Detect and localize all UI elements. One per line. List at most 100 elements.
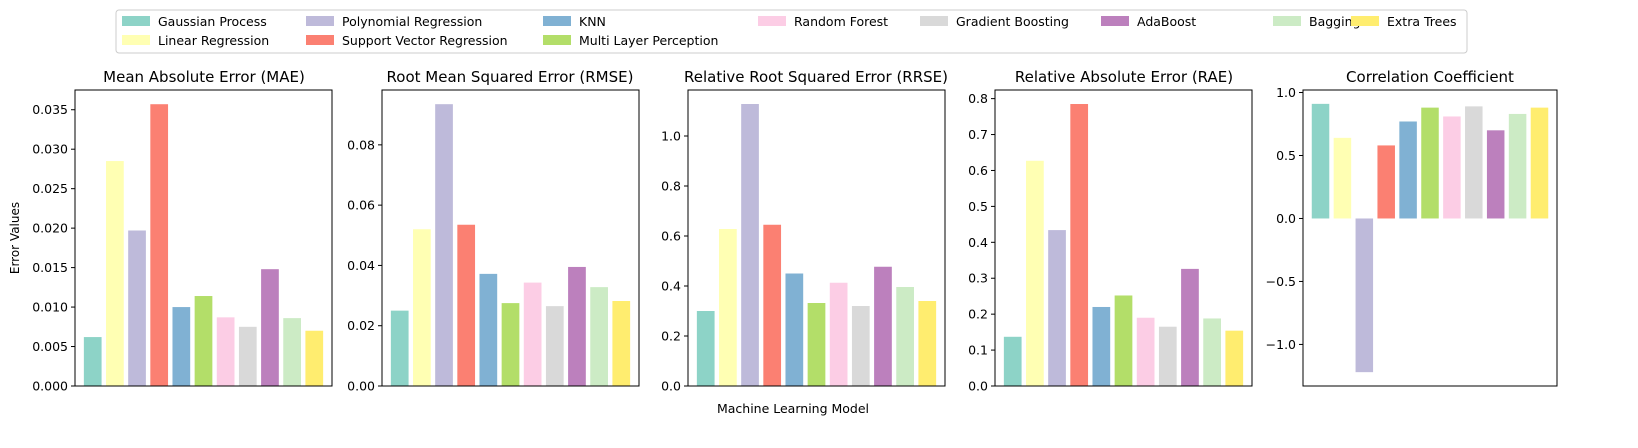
bar (874, 266, 892, 386)
bar (851, 306, 870, 386)
bar (1225, 330, 1244, 386)
legend-swatch (543, 35, 571, 45)
legend-swatch (122, 16, 150, 26)
legend-swatch (122, 35, 150, 45)
chart-panel: 0.0 0.1 0.2 0.3 0.4 0.5 0.6 0.7 0.8 Relative Abso… (968, 68, 1253, 394)
bar (1181, 268, 1199, 386)
bar (1114, 295, 1133, 386)
bar (612, 301, 631, 386)
bar (1048, 230, 1066, 386)
y-tick-label: 0.6 (968, 163, 988, 178)
y-tick-label: 0.04 (347, 258, 375, 273)
bar (896, 287, 914, 386)
legend-label: Gradient Boosting (956, 14, 1069, 29)
bar (435, 104, 453, 387)
legend-item: KNN (543, 14, 606, 29)
legend-item: AdaBoost (1101, 14, 1196, 29)
legend-label: AdaBoost (1137, 14, 1196, 29)
y-tick-label: 0.02 (347, 318, 375, 333)
legend-item: Gaussian Process (122, 14, 267, 29)
y-tick-label: 0.4 (968, 235, 988, 250)
legend-frame (115, 9, 1468, 54)
bar (719, 229, 737, 386)
bar (413, 229, 431, 386)
chart-panel: 0.000 0.005 0.010 0.015 0.020 0.025 0.030 0.035… (32, 68, 333, 394)
y-tick-label: 0.6 (661, 229, 681, 244)
bar (568, 266, 586, 386)
bar (1377, 145, 1395, 219)
y-tick-label: 0.8 (968, 91, 988, 106)
chart-panel: −1.0 −0.5 0.0 0.5 1.0 Correlation Coefficient (1266, 68, 1558, 387)
legend-label: Support Vector Regression (342, 33, 508, 48)
legend-item: Gradient Boosting (920, 14, 1069, 29)
panel-title: Relative Root Squared Error (RRSE) (684, 68, 948, 86)
bar (172, 307, 191, 386)
legend-item: Bagging (1273, 14, 1360, 29)
bar (545, 306, 564, 386)
bar (501, 303, 520, 386)
bar (1203, 318, 1221, 386)
bar (918, 301, 937, 386)
y-tick-label: 0.08 (347, 137, 375, 152)
legend-item: Extra Trees (1351, 14, 1457, 29)
legend-swatch (543, 16, 571, 26)
legend-label: Linear Regression (158, 33, 269, 48)
legend-swatch (1273, 16, 1301, 26)
bar (457, 224, 476, 386)
bar (1003, 336, 1022, 386)
y-tick-label: 0.0 (1276, 211, 1296, 226)
legend-label: KNN (579, 14, 606, 29)
bar (590, 287, 608, 386)
y-tick-label: 0.0 (968, 379, 988, 394)
y-tick-label: 0.1 (968, 343, 988, 358)
legend-item: Linear Regression (122, 33, 269, 48)
legend-item: Multi Layer Perception (543, 33, 718, 48)
y-tick-label: 0.030 (32, 142, 68, 157)
y-tick-label: −1.0 (1266, 337, 1296, 352)
y-tick-label: 0.8 (661, 179, 681, 194)
y-tick-label: 0.00 (347, 379, 375, 394)
axes-frame (994, 89, 1253, 387)
y-tick-label: 0.020 (32, 221, 68, 236)
bar (1136, 317, 1155, 386)
bar (741, 104, 759, 386)
legend-item: Support Vector Regression (306, 33, 508, 48)
bar (283, 318, 301, 386)
legend-label: Bagging (1309, 14, 1360, 29)
bar (1465, 106, 1483, 219)
chart-panel: 0.00 0.02 0.04 0.06 0.08 Root Mean Squared Er… (347, 68, 640, 394)
y-tick-label: 0.005 (32, 339, 68, 354)
bar (1399, 121, 1417, 219)
legend-label: Random Forest (794, 14, 888, 29)
bar (1355, 218, 1374, 373)
y-tick-label: 0.3 (968, 271, 988, 286)
y-tick-label: 0.4 (661, 279, 681, 294)
bar (261, 269, 279, 386)
y-tick-label: 0.010 (32, 300, 68, 315)
y-tick-label: 0.5 (1276, 148, 1296, 163)
legend-label: Multi Layer Perception (579, 33, 718, 48)
chart-panel: 0.0 0.2 0.4 0.6 0.8 1.0 Relative Root Squared … (661, 68, 948, 394)
bar (216, 317, 235, 386)
legend-label: Extra Trees (1387, 14, 1457, 29)
legend-label: Gaussian Process (158, 14, 267, 29)
bar (807, 303, 826, 386)
x-axis-label: Machine Learning Model (717, 401, 869, 416)
panel-title: Relative Absolute Error (RAE) (1015, 68, 1233, 86)
legend-swatch (1101, 16, 1129, 26)
y-tick-label: 0.2 (661, 329, 681, 344)
bar (128, 230, 146, 386)
bar (1026, 160, 1044, 386)
y-tick-label: 0.025 (32, 181, 68, 196)
legend-swatch (306, 35, 334, 45)
axes-frame (687, 89, 946, 387)
legend-swatch (1351, 16, 1379, 26)
panel-title: Correlation Coefficient (1346, 68, 1514, 86)
bar (1486, 130, 1505, 219)
bar (479, 273, 498, 386)
bar (1158, 326, 1177, 386)
y-tick-label: 1.0 (661, 129, 681, 144)
bar (1508, 113, 1527, 219)
panel-title: Root Mean Squared Error (RMSE) (387, 68, 634, 86)
